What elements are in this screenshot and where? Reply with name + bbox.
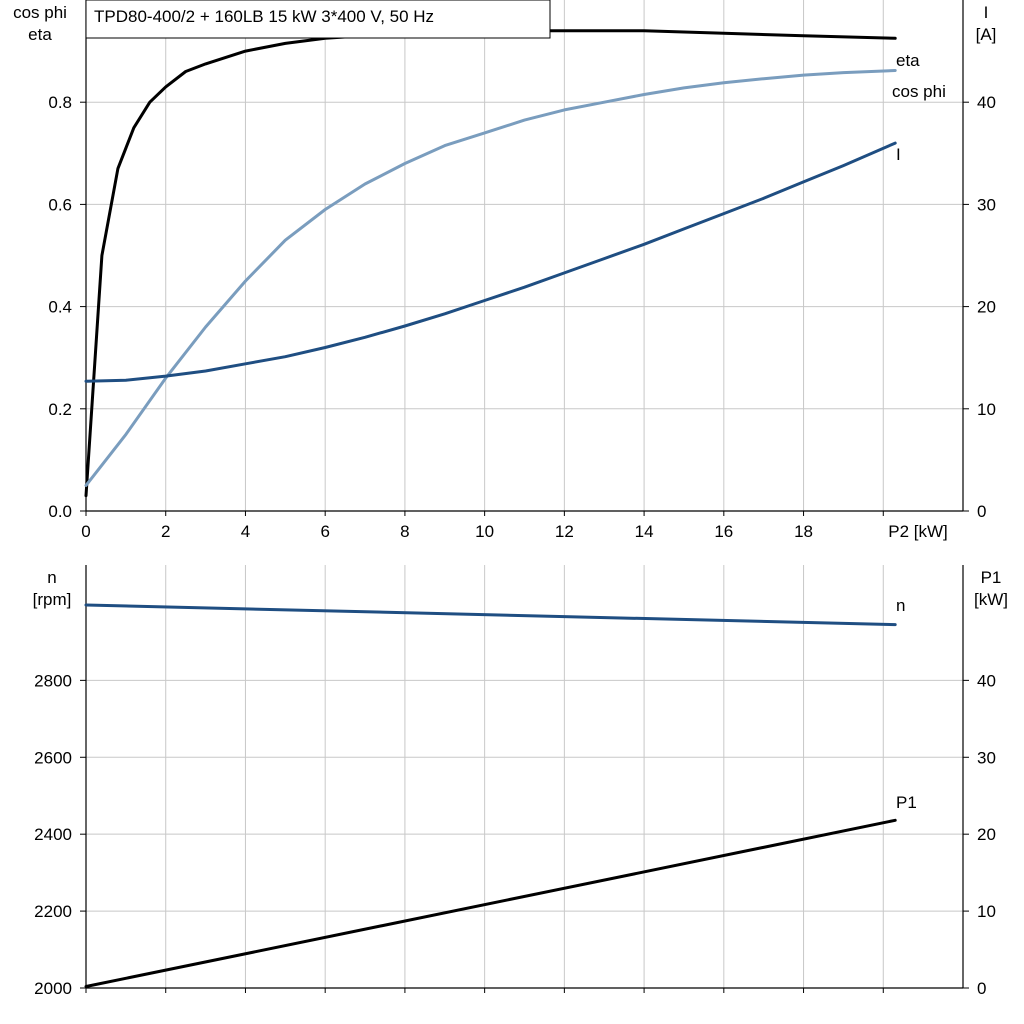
series-line-n [84,603,897,627]
y-axis-label-right: [A] [976,25,997,44]
series-line-i [84,141,897,383]
y-tick-label-right: 40 [977,93,996,112]
series-label-cos-phi: cos phi [892,82,946,101]
x-tick-label: 16 [714,522,733,541]
y-tick-label-left: 0.0 [48,502,72,521]
series-label-n: n [896,596,905,615]
x-tick-label: 10 [475,522,494,541]
x-tick-label: 18 [794,522,813,541]
chart-title: TPD80-400/2 + 160LB 15 kW 3*400 V, 50 Hz [94,7,434,26]
y-axis-label-left: cos phi [13,3,67,22]
y-tick-label-right: 30 [977,748,996,767]
series-line-p1 [84,818,897,988]
series-label-eta: eta [896,51,920,70]
y-tick-label-left: 0.6 [48,195,72,214]
y-axis-label-left: n [47,568,56,587]
y-tick-label-right: 10 [977,400,996,419]
y-tick-label-left: 0.2 [48,400,72,419]
y-axis-label-left: [rpm] [33,590,72,609]
y-tick-label-right: 20 [977,298,996,317]
y-tick-label-left: 2600 [34,748,72,767]
x-tick-label: 8 [400,522,409,541]
x-tick-label: 12 [555,522,574,541]
y-tick-label-right: 0 [977,979,986,998]
y-axis-label-left: eta [28,25,52,44]
y-axis-label-right: P1 [981,568,1002,587]
title-box [85,0,551,39]
y-tick-label-right: 30 [977,195,996,214]
y-tick-label-left: 2200 [34,902,72,921]
x-tick-label: 0 [81,522,90,541]
y-tick-label-left: 2400 [34,825,72,844]
x-tick-label: 4 [241,522,250,541]
series-line-eta [84,29,897,498]
x-tick-label: 14 [635,522,654,541]
y-tick-label-right: 20 [977,825,996,844]
series-line-cos-phi [84,69,897,487]
y-axis-label-right: [kW] [974,590,1008,609]
x-axis-label: P2 [kW] [888,522,948,541]
y-tick-label-left: 2000 [34,979,72,998]
y-tick-label-left: 0.8 [48,93,72,112]
y-tick-label-left: 2800 [34,671,72,690]
y-tick-label-right: 40 [977,671,996,690]
x-tick-label: 2 [161,522,170,541]
x-tick-label: 6 [320,522,329,541]
y-axis-label-right: I [984,3,989,22]
y-tick-label-left: 0.4 [48,298,72,317]
series-label-p1: P1 [896,793,917,812]
series-label-i: I [896,145,901,164]
y-tick-label-right: 10 [977,902,996,921]
y-tick-label-right: 0 [977,502,986,521]
